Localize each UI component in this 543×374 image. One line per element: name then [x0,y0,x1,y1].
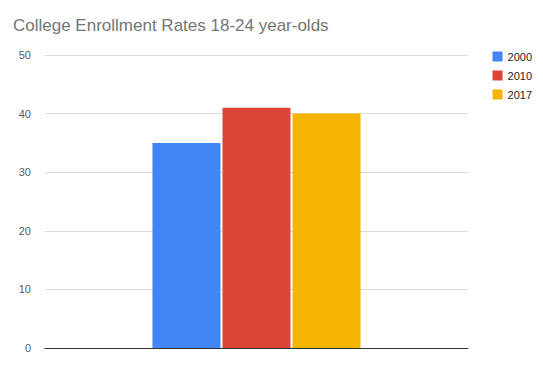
svg-text:30: 30 [19,166,31,178]
svg-text:College Enrollment Rates 18-24: College Enrollment Rates 18-24 year-olds [13,16,329,35]
svg-text:10: 10 [19,283,31,295]
svg-text:50: 50 [19,49,31,61]
svg-text:40: 40 [19,108,31,120]
svg-text:20: 20 [19,225,31,237]
svg-text:0: 0 [25,342,31,354]
svg-text:2000: 2000 [508,51,532,63]
svg-text:2010: 2010 [508,70,532,82]
svg-text:2017: 2017 [508,89,532,101]
